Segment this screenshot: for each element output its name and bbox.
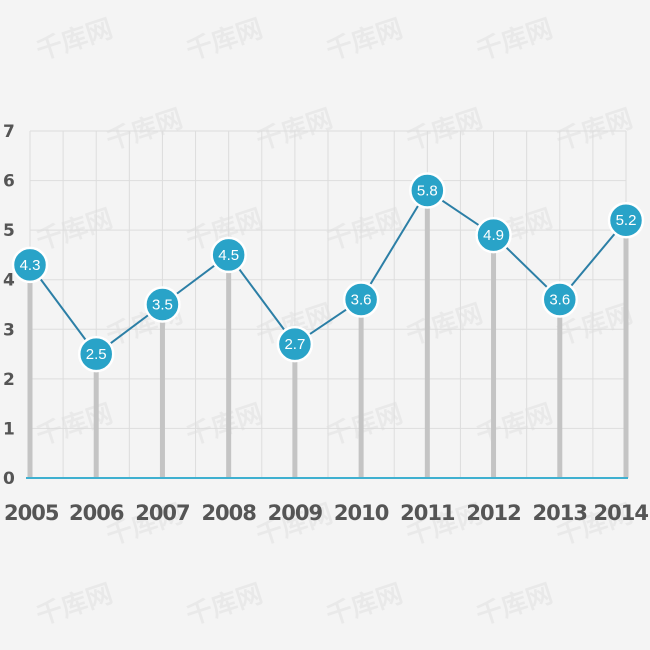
markers-layer: 4.3 2.5 3.5 4.5 2.7 3.6 5.8 4.9 3.6 5.2 [11,172,645,373]
data-label-2013: 3.6 [549,292,570,309]
watermark-14: 千库网 [403,299,486,352]
x-tick-label-2010: 2010 [334,501,389,525]
watermark-layer: 千库网 千库网 千库网 千库网千库网 千库网 千库网 千库网千库网 千库网 千库网 千库网千库网千… [33,14,636,632]
data-label-2006: 2.5 [86,346,107,363]
y-tick-label-5: 5 [3,221,15,241]
y-tick-label-7: 7 [3,122,15,142]
data-label-2010: 3.6 [351,292,372,309]
data-label-2011: 5.8 [417,182,438,199]
data-label-2012: 4.9 [483,227,504,244]
x-axis-ticks: 2005 2006 2007 2008 2009 2010 2011 2012 2013 2014 [4,501,649,525]
watermark-16: 千库网 [33,399,116,452]
watermark-0: 千库网 [33,14,116,67]
series-line [29,189,627,356]
watermark-2: 千库网 [323,14,406,67]
data-point-2013 [541,281,579,318]
watermark-25: 千库网 [183,579,266,632]
data-label-2007: 3.5 [152,297,173,314]
data-point-2007 [144,286,181,323]
watermark-6: 千库网 [403,104,486,157]
watermark-19: 千库网 [473,399,556,452]
y-tick-label-2: 2 [3,370,15,390]
x-tick-label-2008: 2008 [201,501,256,525]
x-tick-label-2007: 2007 [135,501,189,525]
data-label-2008: 4.5 [218,247,239,264]
x-tick-label-2009: 2009 [268,501,323,525]
data-point-2009 [276,325,314,363]
data-point-2010 [342,281,380,318]
y-axis-ticks: 0 1 2 3 4 5 6 7 [3,122,15,489]
y-tick-label-6: 6 [3,172,15,192]
watermark-26: 千库网 [323,579,406,632]
x-tick-label-2011: 2011 [400,501,455,525]
x-tick-label-2012: 2012 [466,501,520,525]
data-point-2014 [607,201,645,239]
watermark-24: 千库网 [33,579,116,632]
data-point-2008 [210,236,247,274]
y-tick-label-0: 0 [3,469,15,489]
data-point-2005 [11,246,49,284]
y-tick-label-4: 4 [3,271,15,291]
x-tick-label-2014: 2014 [594,501,649,525]
y-tick-label-3: 3 [3,320,15,340]
stems-layer [27,190,629,478]
watermark-7: 千库网 [553,104,636,157]
data-label-2009: 2.7 [284,336,305,353]
y-tick-label-1: 1 [3,419,15,439]
x-tick-label-2013: 2013 [533,501,587,525]
x-tick-label-2006: 2006 [69,501,124,525]
data-label-2014: 5.2 [616,212,637,229]
data-label-2005: 4.3 [20,257,41,274]
watermark-1: 千库网 [183,14,266,67]
data-point-2011 [409,172,446,209]
watermark-3: 千库网 [473,14,556,67]
x-tick-label-2005: 2005 [4,501,59,525]
watermark-4: 千库网 [103,104,186,157]
data-point-2006 [77,335,115,373]
watermark-27: 千库网 [473,579,556,632]
data-point-2012 [475,216,512,254]
